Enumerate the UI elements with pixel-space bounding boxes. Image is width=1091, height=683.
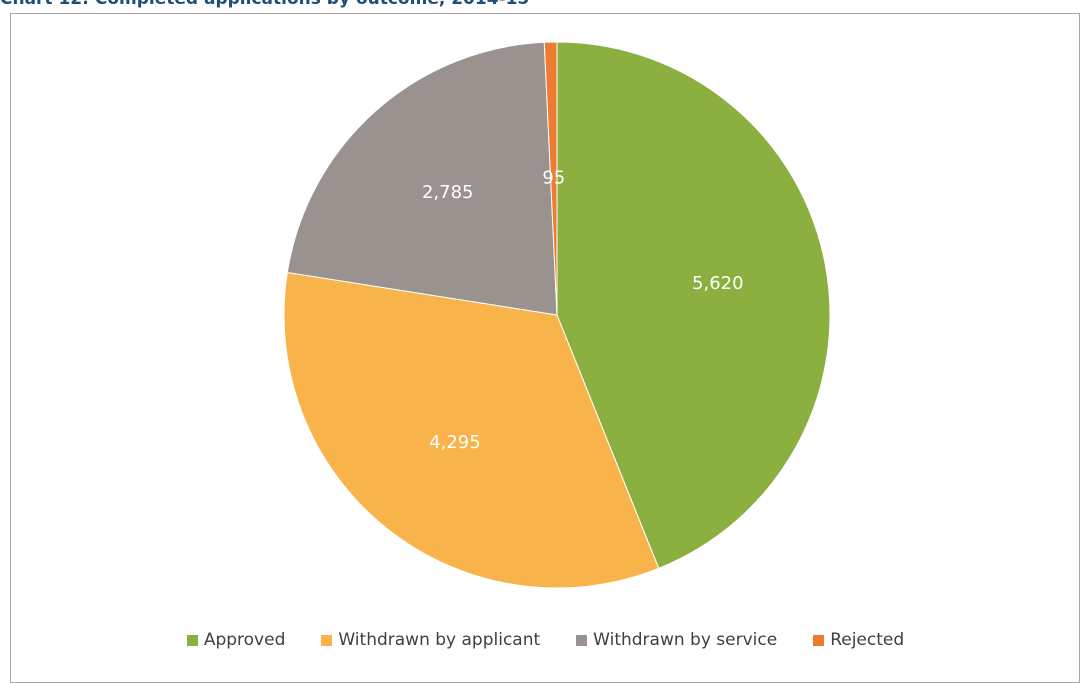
pie-chart: 5,620 4,295 2,785 95: [283, 41, 831, 589]
legend-swatch-rejected: [813, 634, 825, 646]
legend-swatch-withdrawn-by-service: [576, 634, 588, 646]
data-label-rejected: 95: [542, 168, 565, 189]
chart-title: Chart 12: Completed applications by outc…: [0, 0, 529, 9]
legend: Approved Withdrawn by applicant Withdraw…: [0, 628, 1091, 652]
pie-slice-rejected: [543, 41, 558, 316]
data-label-approved: 5,620: [692, 273, 744, 294]
legend-label-approved: Approved: [203, 630, 286, 650]
pie-slice-withdrawn-by-service: [286, 41, 558, 316]
legend-label-withdrawn-by-service: Withdrawn by service: [593, 630, 778, 650]
data-label-withdrawn-by-applicant: 4,295: [429, 432, 481, 453]
pie-slice-withdrawn-by-applicant: [283, 271, 660, 589]
pie-slice-approved: [556, 41, 831, 569]
legend-swatch-withdrawn-by-applicant: [321, 634, 333, 646]
legend-label-withdrawn-by-applicant: Withdrawn by applicant: [338, 630, 541, 650]
legend-item-withdrawn-by-service: Withdrawn by service: [576, 630, 777, 650]
legend-label-rejected: Rejected: [830, 630, 905, 650]
legend-item-rejected: Rejected: [813, 630, 904, 650]
data-label-withdrawn-by-service: 2,785: [422, 182, 474, 203]
legend-item-withdrawn-by-applicant: Withdrawn by applicant: [321, 630, 540, 650]
legend-swatch-approved: [186, 634, 198, 646]
legend-item-approved: Approved: [186, 630, 286, 650]
